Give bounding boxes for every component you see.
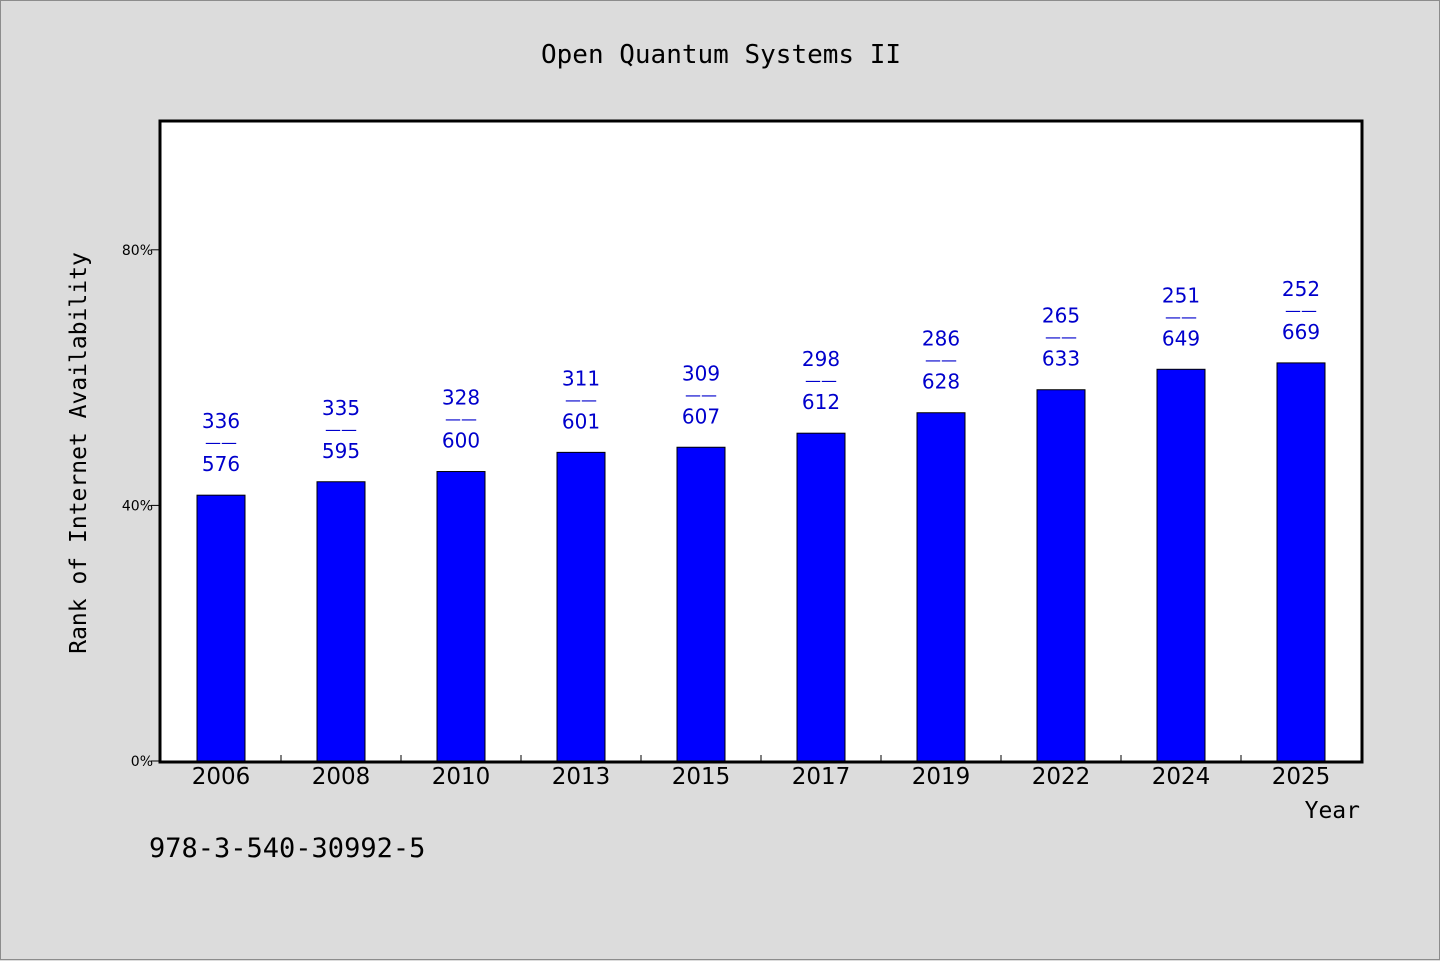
- data-label-bottom: 601: [562, 409, 600, 433]
- data-label-separator: ——: [805, 371, 837, 390]
- y-axis-ticks: 0% 40% 80%: [122, 243, 160, 770]
- x-tick-label: 2010: [432, 764, 491, 790]
- bar: [316, 481, 366, 762]
- data-label-bottom: 607: [682, 404, 720, 428]
- data-label-separator: ——: [325, 420, 357, 439]
- data-label-bottom: 600: [442, 429, 480, 453]
- data-label-top: 252: [1282, 277, 1320, 301]
- x-tick-label: 2025: [1272, 764, 1331, 790]
- x-tick-label: 2013: [552, 764, 611, 790]
- x-tick-label: 2024: [1152, 764, 1211, 790]
- bar: [556, 451, 606, 762]
- data-label-top: 265: [1042, 304, 1080, 328]
- y-tick-label: 40%: [122, 498, 153, 514]
- x-tick-label: 2022: [1032, 764, 1091, 790]
- data-label-separator: ——: [1165, 307, 1197, 326]
- data-label-bottom: 595: [322, 439, 360, 463]
- bar: [436, 471, 486, 762]
- y-tick-label: 80%: [122, 243, 153, 259]
- data-label-separator: ——: [1285, 301, 1317, 320]
- data-labels-group: 336——576335——595328——600311——601309——607…: [202, 277, 1320, 476]
- data-label-top: 335: [322, 396, 360, 420]
- bar: [796, 432, 846, 762]
- y-tick-label: 0%: [131, 754, 153, 770]
- data-label-top: 298: [802, 347, 840, 371]
- bar: [196, 494, 246, 762]
- data-label-separator: ——: [205, 433, 237, 452]
- data-label-bottom: 612: [802, 390, 840, 414]
- x-axis-label: Year: [1305, 798, 1360, 824]
- bar: [916, 412, 966, 762]
- y-axis-label: Rank of Internet Availability: [66, 252, 92, 654]
- data-label-top: 251: [1162, 283, 1200, 307]
- x-tick-label: 2019: [912, 764, 971, 790]
- x-tick-label: 2006: [192, 764, 251, 790]
- x-tick-label: 2015: [672, 764, 731, 790]
- x-tick-label: 2008: [312, 764, 371, 790]
- bar: [1036, 389, 1086, 762]
- data-label-separator: ——: [565, 390, 597, 409]
- isbn-text: 978-3-540-30992-5: [149, 833, 426, 864]
- data-label-top: 309: [682, 361, 720, 385]
- data-label-bottom: 633: [1042, 347, 1080, 371]
- data-label-separator: ——: [685, 385, 717, 404]
- chart-title: Open Quantum Systems II: [541, 40, 901, 70]
- data-label-top: 286: [922, 327, 960, 351]
- data-label-bottom: 669: [1282, 320, 1320, 344]
- x-axis-ticks: 2006 2008 2010 2013 2015 2017 2019 2022 2024 2025: [192, 755, 1331, 790]
- data-label-separator: ——: [445, 410, 477, 429]
- x-tick-label: 2017: [792, 764, 851, 790]
- data-label-bottom: 628: [922, 370, 960, 394]
- data-label-bottom: 649: [1162, 326, 1200, 350]
- bar: [1276, 362, 1326, 762]
- data-label-top: 311: [562, 366, 600, 390]
- bars-group: [196, 362, 1326, 762]
- bar: [676, 446, 726, 762]
- data-label-top: 328: [442, 386, 480, 410]
- data-label-separator: ——: [1045, 328, 1077, 347]
- data-label-separator: ——: [925, 351, 957, 370]
- bar: [1156, 368, 1206, 762]
- data-label-bottom: 576: [202, 452, 240, 476]
- data-label-top: 336: [202, 409, 240, 433]
